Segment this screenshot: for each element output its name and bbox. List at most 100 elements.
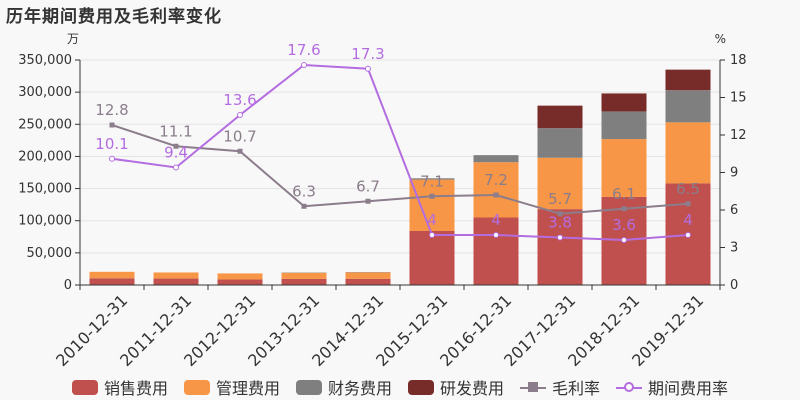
bar-segment (281, 278, 327, 285)
line-point (557, 234, 563, 241)
data-label: 7.1 (420, 172, 444, 190)
line-point (173, 164, 179, 171)
line-point (173, 143, 179, 149)
data-label: 5.7 (548, 190, 572, 208)
line-point (621, 237, 627, 243)
bar-segment (409, 179, 455, 231)
bar-segment (665, 69, 711, 91)
y-left-tick-label: 250,000 (18, 117, 72, 132)
legend-swatch (183, 379, 210, 395)
line-point (301, 203, 307, 209)
data-label: 12.8 (95, 101, 128, 119)
line-point (429, 193, 435, 199)
bar-segment (473, 162, 519, 218)
line-point (237, 112, 243, 118)
line-point (621, 206, 627, 212)
y-right-tick-label: 15 (730, 91, 747, 106)
line-point (685, 201, 691, 207)
data-label: 3.6 (612, 216, 636, 234)
line-point (109, 155, 115, 162)
series-line (111, 63, 689, 242)
y-left-tick-label: 300,000 (18, 85, 72, 100)
bar-segment (217, 279, 263, 285)
bar-segment (665, 90, 711, 123)
data-label: 9.4 (164, 144, 188, 162)
legend-item[interactable]: 研发费用 (408, 375, 504, 399)
y-right-tick-label: 18 (730, 53, 747, 68)
data-label: 4 (427, 211, 437, 229)
line-point (493, 192, 499, 198)
bar-segment (665, 122, 711, 184)
bar-segment (601, 111, 647, 140)
line-point (109, 122, 115, 128)
legend-label: 期间费用率 (648, 379, 729, 398)
line-point (237, 148, 243, 154)
bar-segment (601, 139, 647, 197)
bar-segment (537, 209, 583, 285)
data-label: 10.1 (95, 135, 128, 153)
legend-item[interactable]: 管理费用 (183, 375, 280, 399)
legend-line-swatch (520, 380, 547, 395)
bar-segment (89, 271, 135, 279)
legend-label: 管理费用 (215, 379, 280, 398)
y-right-tick-label: 12 (730, 128, 747, 143)
data-label: 3.8 (548, 214, 572, 232)
bar-segment (281, 272, 327, 279)
bar-segment (89, 278, 135, 285)
data-label: 6.3 (292, 182, 316, 200)
legend-swatch (295, 379, 322, 395)
legend[interactable]: 销售费用 管理费用 财务费用 研发费用 毛利率 期间费用率 (0, 376, 800, 398)
bar-segment (409, 231, 455, 285)
data-label: 7.2 (484, 171, 508, 189)
legend-label: 销售费用 (103, 379, 168, 398)
line-point (365, 65, 371, 72)
data-label: 13.6 (223, 91, 256, 109)
legend-label: 毛利率 (552, 379, 601, 398)
bar-segment (153, 278, 199, 285)
bar-segment (537, 105, 583, 129)
data-label: 4 (491, 211, 501, 229)
y-left-tick-label: 0 (64, 278, 72, 293)
legend-label: 财务费用 (327, 379, 392, 398)
y-left-tick-label: 150,000 (18, 182, 72, 197)
data-label: 11.1 (159, 122, 192, 140)
y-left-unit: 万 (67, 32, 79, 46)
line-point (429, 232, 435, 238)
legend-item[interactable]: 销售费用 (71, 375, 168, 399)
data-label: 6.1 (612, 185, 636, 203)
bar-segment (345, 272, 391, 279)
bar-segment (601, 93, 647, 112)
data-label: 4 (683, 211, 693, 229)
data-label: 6.7 (356, 177, 380, 195)
series-line (111, 124, 689, 215)
bar-segment (537, 128, 583, 158)
legend-item[interactable]: 毛利率 (520, 375, 600, 399)
legend-item[interactable]: 财务费用 (295, 375, 392, 399)
y-left-tick-label: 100,000 (18, 214, 72, 229)
line-point (365, 198, 371, 204)
bar-segment (153, 272, 199, 279)
line-point (557, 211, 563, 217)
bar-segment (473, 217, 519, 285)
data-label: 17.3 (351, 45, 384, 63)
data-label: 10.7 (223, 127, 256, 145)
line-point (301, 62, 307, 68)
data-label: 17.6 (287, 41, 320, 59)
y-left-tick-label: 350,000 (18, 53, 72, 68)
line-point (493, 232, 499, 238)
y-left-tick-label: 200,000 (18, 149, 72, 164)
y-left-tick-label: 50,000 (27, 246, 73, 261)
bar-segment (345, 278, 391, 285)
legend-label: 研发费用 (440, 379, 505, 398)
chart-title: 历年期间费用及毛利率变化 (6, 7, 222, 27)
y-right-tick-label: 0 (730, 278, 738, 293)
legend-swatch (408, 379, 434, 395)
y-right-tick-label: 3 (730, 241, 738, 256)
bar-segment (473, 155, 519, 163)
data-label: 6.5 (676, 180, 700, 198)
line-point (685, 232, 691, 238)
y-right-tick-label: 9 (730, 166, 738, 181)
legend-item[interactable]: 期间费用率 (616, 375, 728, 399)
bar-segment (537, 157, 583, 210)
